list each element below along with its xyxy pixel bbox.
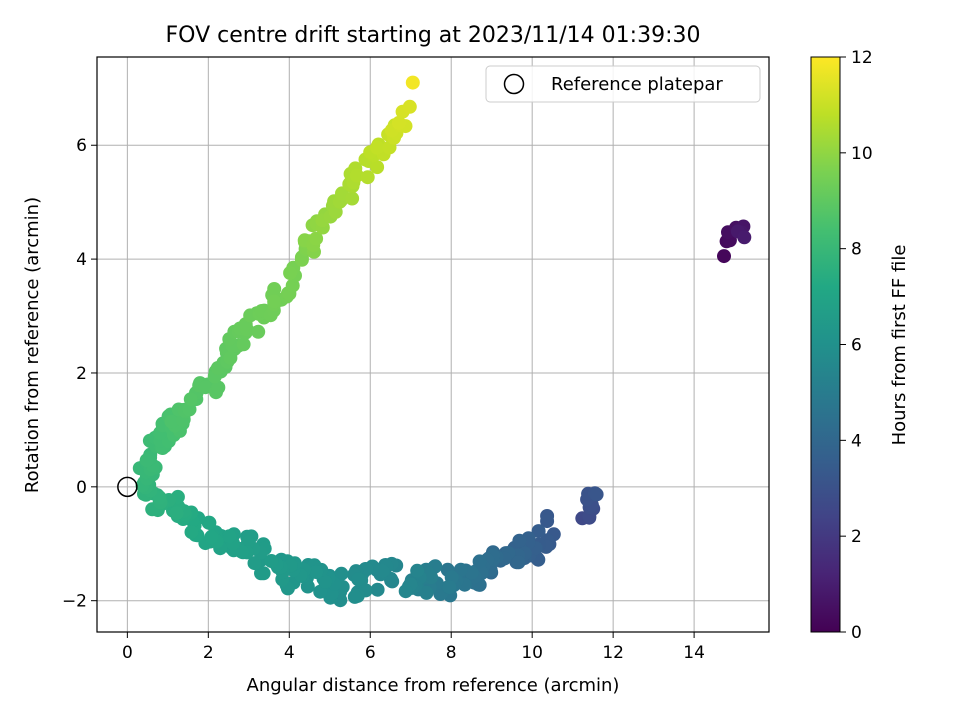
data-point — [370, 582, 385, 597]
x-tick-label: 8 — [446, 643, 457, 663]
data-point — [236, 337, 251, 352]
data-point — [347, 589, 362, 604]
data-point — [169, 506, 184, 521]
data-point — [351, 572, 366, 587]
data-point — [164, 414, 179, 429]
data-point — [370, 160, 385, 175]
reference-marker — [117, 476, 138, 498]
legend-entry-label: Reference platepar — [551, 74, 723, 95]
data-point — [540, 514, 555, 529]
grid-lines — [97, 57, 769, 632]
colorbar-label: Hours from first FF file — [889, 245, 910, 446]
data-point — [737, 230, 752, 245]
data-point — [251, 324, 266, 339]
data-point — [183, 392, 198, 407]
data-point — [589, 487, 604, 502]
y-axis-ticks: −2 0 2 4 6 — [62, 136, 97, 612]
data-point — [349, 168, 364, 183]
data-point — [139, 453, 154, 468]
data-point — [309, 565, 324, 579]
data-point — [223, 351, 238, 365]
y-axis-label: Rotation from reference (arcmin) — [22, 197, 43, 493]
data-point — [234, 544, 249, 559]
data-point — [398, 584, 413, 599]
plot-frame — [96, 56, 770, 633]
y-tick-label: 2 — [76, 364, 87, 384]
x-tick-label: 6 — [365, 643, 376, 663]
colorbar-ticks: 0 2 4 6 8 10 12 — [840, 48, 873, 643]
data-point — [202, 515, 217, 530]
colorbar-tick-label: 8 — [851, 240, 862, 260]
x-tick-label: 14 — [683, 643, 705, 663]
data-point — [717, 249, 731, 264]
y-tick-label: 6 — [76, 136, 87, 156]
data-point — [442, 580, 457, 595]
data-point — [184, 525, 199, 540]
data-point — [222, 529, 237, 544]
colorbar-tick-label: 0 — [851, 623, 862, 643]
data-point — [256, 566, 271, 581]
data-point — [360, 170, 375, 185]
x-tick-label: 4 — [284, 643, 295, 663]
y-tick-label: 0 — [76, 478, 87, 498]
x-axis-ticks: 0 2 4 6 8 10 12 14 — [122, 632, 705, 663]
data-point — [211, 380, 226, 395]
data-point — [391, 115, 406, 130]
data-point — [405, 75, 420, 90]
data-point — [182, 402, 197, 417]
data-point — [464, 565, 479, 580]
data-point — [198, 380, 213, 395]
y-tick-label: 4 — [76, 250, 87, 270]
data-point — [309, 231, 324, 246]
data-points — [132, 75, 752, 608]
colorbar-tick-label: 12 — [851, 48, 873, 68]
colorbar-tick-label: 6 — [851, 336, 862, 356]
data-point — [512, 533, 527, 548]
x-tick-label: 0 — [122, 643, 133, 663]
x-tick-label: 12 — [602, 643, 624, 663]
x-tick-label: 2 — [203, 643, 214, 663]
colorbar-tick-label: 2 — [851, 527, 862, 547]
data-point — [511, 555, 526, 570]
colorbar-tick-label: 10 — [851, 144, 873, 164]
chart-title: FOV centre drift starting at 2023/11/14 … — [166, 23, 701, 48]
data-point — [370, 140, 384, 155]
data-point — [402, 99, 417, 114]
legend-marker-icon — [503, 73, 525, 95]
data-point — [283, 266, 298, 280]
data-point — [345, 191, 360, 206]
data-point — [247, 556, 262, 571]
x-axis-label: Angular distance from reference (arcmin) — [247, 675, 620, 696]
data-point — [204, 530, 219, 544]
data-point — [267, 294, 282, 309]
data-point — [531, 524, 546, 539]
data-point — [264, 554, 279, 568]
data-point — [410, 563, 425, 578]
x-tick-label: 10 — [521, 643, 543, 663]
legend: Reference platepar — [485, 65, 761, 103]
data-point — [267, 282, 282, 296]
colorbar — [810, 56, 841, 633]
y-tick-label: −2 — [62, 592, 87, 612]
data-point — [472, 554, 487, 569]
reference-point-marker — [117, 476, 138, 498]
colorbar-tick-label: 4 — [851, 431, 862, 451]
data-point — [419, 585, 434, 600]
data-point — [294, 252, 309, 267]
legend-box — [485, 65, 761, 103]
data-point — [318, 574, 333, 589]
